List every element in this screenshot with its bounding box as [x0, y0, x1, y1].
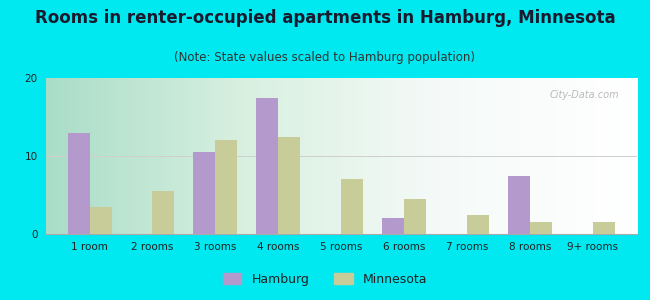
Bar: [404, 199, 426, 234]
Bar: [593, 222, 615, 234]
Bar: [508, 176, 530, 234]
Bar: [68, 133, 90, 234]
Text: (Note: State values scaled to Hamburg population): (Note: State values scaled to Hamburg po…: [174, 51, 476, 64]
Legend: Hamburg, Minnesota: Hamburg, Minnesota: [218, 268, 432, 291]
Bar: [215, 140, 237, 234]
Bar: [508, 176, 530, 234]
Bar: [278, 136, 300, 234]
Bar: [153, 191, 174, 234]
Bar: [90, 207, 112, 234]
Bar: [153, 191, 174, 234]
Bar: [194, 152, 215, 234]
Bar: [382, 218, 404, 234]
Bar: [194, 152, 215, 234]
Bar: [341, 179, 363, 234]
Text: City-Data.com: City-Data.com: [550, 91, 619, 100]
Bar: [467, 214, 489, 234]
Bar: [530, 222, 552, 234]
Bar: [467, 214, 489, 234]
Bar: [382, 218, 404, 234]
Bar: [278, 136, 300, 234]
Bar: [530, 222, 552, 234]
Bar: [593, 222, 615, 234]
Bar: [256, 98, 278, 234]
Bar: [404, 199, 426, 234]
Text: Rooms in renter-occupied apartments in Hamburg, Minnesota: Rooms in renter-occupied apartments in H…: [34, 9, 616, 27]
Bar: [68, 133, 90, 234]
Bar: [256, 98, 278, 234]
Bar: [341, 179, 363, 234]
Bar: [215, 140, 237, 234]
Bar: [90, 207, 112, 234]
